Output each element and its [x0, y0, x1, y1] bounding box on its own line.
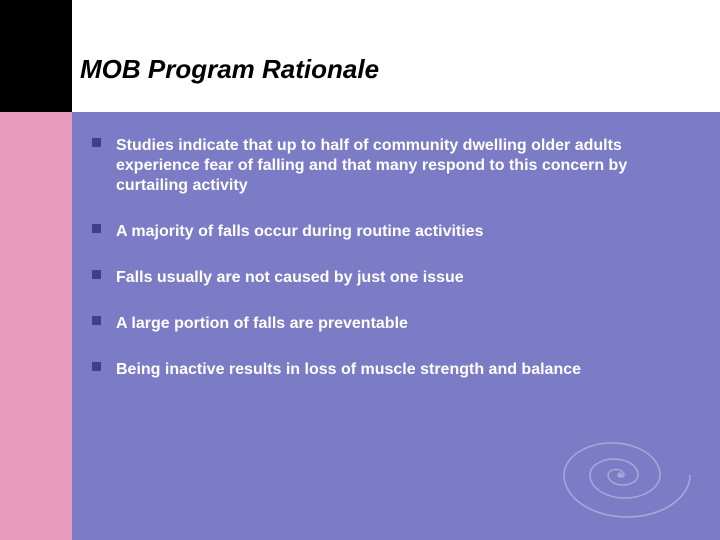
- bullet-list: Studies indicate that up to half of comm…: [116, 136, 688, 380]
- bullet-text: A majority of falls occur during routine…: [116, 223, 483, 240]
- spiral-center-dot: [618, 473, 623, 478]
- slide-title: MOB Program Rationale: [80, 54, 379, 85]
- spiral-path: [564, 443, 690, 517]
- bullet-item: Falls usually are not caused by just one…: [116, 268, 688, 288]
- content-area: Studies indicate that up to half of comm…: [72, 112, 720, 540]
- bullet-item: Studies indicate that up to half of comm…: [116, 136, 688, 196]
- slide: MOB Program Rationale Studies indicate t…: [0, 0, 720, 540]
- bullet-text: A large portion of falls are preventable: [116, 315, 408, 332]
- spiral-decoration: [540, 420, 700, 530]
- bullet-text: Falls usually are not caused by just one…: [116, 269, 464, 286]
- sidebar-accent-top: [0, 0, 72, 112]
- bullet-item: A large portion of falls are preventable: [116, 314, 688, 334]
- sidebar-accent-bottom: [0, 112, 72, 540]
- bullet-text: Being inactive results in loss of muscle…: [116, 361, 581, 378]
- square-bullet-icon: [92, 316, 101, 325]
- square-bullet-icon: [92, 270, 101, 279]
- bullet-item: A majority of falls occur during routine…: [116, 222, 688, 242]
- square-bullet-icon: [92, 138, 101, 147]
- square-bullet-icon: [92, 362, 101, 371]
- bullet-text: Studies indicate that up to half of comm…: [116, 137, 627, 194]
- bullet-item: Being inactive results in loss of muscle…: [116, 360, 688, 380]
- square-bullet-icon: [92, 224, 101, 233]
